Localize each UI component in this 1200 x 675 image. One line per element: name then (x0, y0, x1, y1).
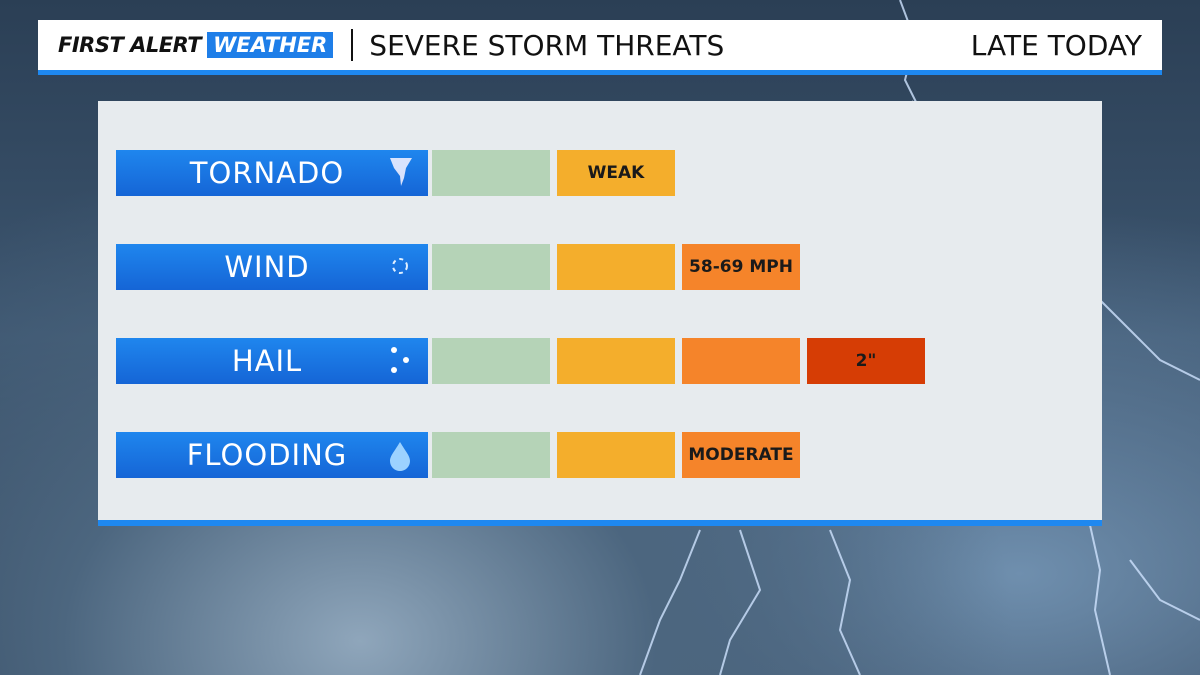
level-block (557, 244, 675, 290)
header-bar: FIRST ALERT WEATHER SEVERE STORM THREATS… (38, 20, 1162, 75)
threat-label: FLOODING (116, 432, 428, 478)
threat-icon (390, 442, 410, 471)
brand-badge: WEATHER (207, 32, 334, 58)
brand: FIRST ALERT (58, 33, 202, 57)
threat-label: HAIL (116, 338, 428, 384)
timeframe: LATE TODAY (970, 28, 1142, 62)
level-block: WEAK (557, 150, 675, 196)
level-block (432, 338, 550, 384)
level-block: 58-69 MPH (682, 244, 800, 290)
level-block (432, 244, 550, 290)
threat-panel: TORNADO WEAK WIND 58-69 MPH HAIL 2" FLOODING MO… (98, 101, 1102, 526)
separator (351, 29, 354, 61)
level-block (682, 338, 800, 384)
threat-label: TORNADO (116, 150, 428, 196)
threat-label: WIND (116, 244, 428, 290)
level-block (432, 432, 550, 478)
level-block (432, 150, 550, 196)
threat-icon (392, 258, 408, 274)
title: SEVERE STORM THREATS (369, 28, 725, 62)
level-block: 2" (807, 338, 925, 384)
threat-icon (391, 347, 409, 373)
level-block: MODERATE (682, 432, 800, 478)
level-block (557, 432, 675, 478)
threat-icon (390, 158, 412, 186)
level-block (557, 338, 675, 384)
